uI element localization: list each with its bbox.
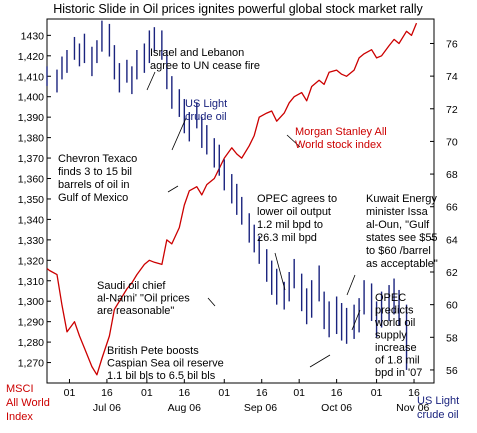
left-tick-label: 1,360 [18, 174, 44, 186]
left-axis: 1,270 1,280 1,290 1,300 1,310 1,320 1,330 1,340… [18, 30, 51, 370]
annotation-leader [207, 297, 216, 307]
x-tick-label: 16 [408, 387, 420, 399]
left-tick-label: 1,330 [18, 235, 44, 247]
annotation-leader [274, 252, 286, 291]
annotation-leader [286, 134, 301, 148]
left-tick-label: 1,390 [18, 112, 44, 124]
annotation-opec1: OPEC agrees to lower oil output 1.2 mil bp… [257, 193, 337, 244]
left-tick-label: 1,280 [18, 337, 44, 349]
annotation-opec2: OPEC predicts world oil supply increase of 1.… [374, 292, 422, 379]
x-tick-label: 01 [218, 387, 230, 399]
series-oil [46, 20, 408, 370]
right-tick-label: 62 [446, 267, 458, 279]
x-month-label: Sep 06 [244, 402, 277, 414]
left-tick-label: 1,270 [18, 358, 44, 370]
right-tick-label: 60 [446, 300, 458, 312]
left-tick-label: 1,290 [18, 317, 44, 329]
left-tick-label: 1,370 [18, 153, 44, 165]
x-tick-label: 01 [64, 387, 76, 399]
annotation-kuwait: Kuwait Energy minister Issa al-Oun, "Gulf s… [366, 193, 438, 270]
right-tick-label: 74 [446, 71, 458, 83]
left-tick-label: 1,300 [18, 296, 44, 308]
left-tick-label: 1,400 [18, 92, 44, 104]
right-tick-label: 58 [446, 332, 458, 344]
left-tick-label: 1,340 [18, 214, 44, 226]
x-month-label: Oct 06 [321, 402, 352, 414]
left-tick-label: 1,380 [18, 133, 44, 145]
x-tick-label: 01 [371, 387, 383, 399]
right-axis-title: US Light crude oil [417, 395, 459, 421]
x-tick-label: 16 [178, 387, 190, 399]
right-tick-label: 64 [446, 234, 458, 246]
annotation-leader [167, 185, 179, 193]
right-tick-label: 68 [446, 169, 458, 181]
right-tick-label: 56 [446, 365, 458, 377]
annotation-leader [309, 354, 331, 368]
annotation-bp: British Pete boosts Caspian Sea oil reser… [107, 345, 224, 382]
plot-frame [46, 18, 435, 384]
left-tick-label: 1,350 [18, 194, 44, 206]
x-tick-label: 16 [331, 387, 343, 399]
left-tick-label: 1,410 [18, 71, 44, 83]
right-tick-label: 72 [446, 104, 458, 116]
annotation-crude: US Light crude oil [185, 98, 227, 123]
annotation-leader [351, 309, 361, 331]
left-tick-label: 1,420 [18, 51, 44, 63]
x-month-label: Jul 06 [93, 402, 121, 414]
left-axis-title: MSCI All World Index [6, 383, 50, 423]
left-tick-label: 1,310 [18, 276, 44, 288]
axis-titles: MSCI All World Index US Light crude oil [6, 383, 459, 423]
right-axis: 56 58 60 62 64 66 68 70 72 74 76 [430, 38, 458, 377]
x-month-label: Nov 06 [396, 402, 429, 414]
annotation-morgan: Morgan Stanley All World stock index [295, 126, 387, 151]
right-tick-label: 76 [446, 38, 458, 50]
left-tick-label: 1,320 [18, 255, 44, 267]
annotations: Israel and Lebanon agree to UN cease fire… [58, 47, 438, 382]
chart-title: Historic Slide in Oil prices ignites pow… [53, 2, 423, 16]
x-tick-label: 01 [141, 387, 153, 399]
series-stock [46, 22, 418, 376]
x-month-label: Aug 06 [168, 402, 201, 414]
annotation-leader [171, 117, 187, 151]
stock-line [46, 22, 418, 376]
left-tick-label: 1430 [21, 30, 45, 42]
right-tick-label: 70 [446, 136, 458, 148]
x-axis: 01 16 01 16 01 16 01 16 01 16 Jul 06 Aug 06 Sep 06 Oc… [64, 379, 430, 414]
annotation-israel: Israel and Lebanon agree to UN cease fire [150, 47, 260, 72]
x-tick-label: 16 [256, 387, 268, 399]
annotation-saudi: Saudi oil chief al-Nami' "Oil prices are r… [97, 280, 190, 317]
x-tick-label: 01 [293, 387, 305, 399]
annotation-leader [346, 274, 356, 296]
x-tick-label: 16 [101, 387, 113, 399]
annotation-leader [146, 71, 156, 91]
right-tick-label: 66 [446, 202, 458, 214]
annotation-leaders [146, 71, 361, 368]
annotation-chevron: Chevron Texaco finds 3 to 15 bil barrels o… [58, 153, 137, 204]
